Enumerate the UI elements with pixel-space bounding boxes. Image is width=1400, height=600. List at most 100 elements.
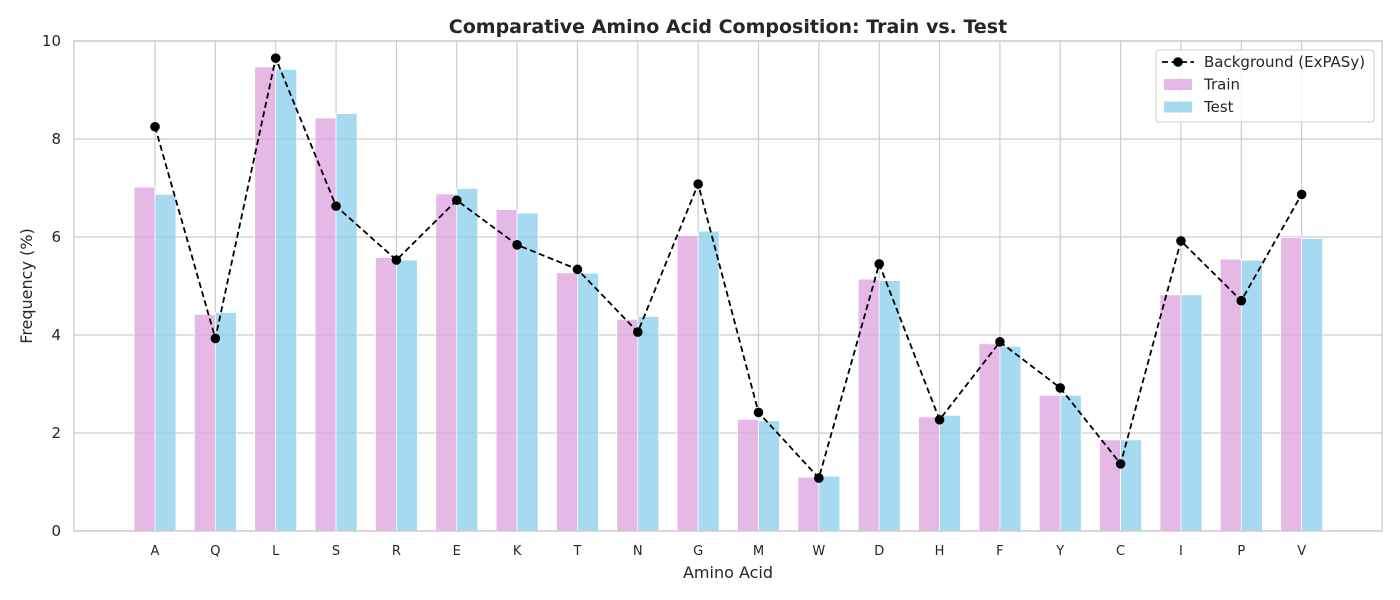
x-tick-label: A [151, 544, 160, 559]
background-point-Q [210, 333, 221, 344]
background-point-V [1296, 189, 1307, 200]
test-bar-G [697, 230, 720, 532]
background-point-I [1176, 236, 1186, 246]
background-line [154, 55, 1303, 480]
train-bar-K [495, 209, 518, 532]
test-bar-K [516, 212, 539, 532]
test-bar-V [1301, 238, 1324, 532]
x-tick-label: E [453, 544, 461, 559]
background-point-P [1236, 295, 1247, 306]
test-bar-H [939, 414, 961, 532]
legend-box [1155, 49, 1375, 123]
x-tick-label: L [272, 544, 280, 559]
plot-border [73, 40, 1383, 532]
y-tick-label: 6 [51, 228, 61, 246]
train-bar-G [676, 235, 699, 532]
x-tick-label: Y [1055, 544, 1064, 559]
legend-label: Background (ExPASy) [1204, 53, 1365, 71]
x-tick-label: Q [210, 544, 220, 559]
tick-labels: 0 2 4 6 8 10 A Q L S R E K T N G M W D H F Y C I P V [42, 32, 1306, 559]
x-tick-label: R [392, 544, 401, 559]
test-bar-T [577, 272, 599, 532]
x-tick-label: G [693, 544, 703, 559]
test-bar-A [154, 193, 177, 532]
background-point-T [572, 264, 583, 275]
background-point-W [814, 473, 824, 483]
background-point-A [150, 121, 160, 132]
train-bar-N [616, 318, 639, 532]
y-tick-label: 10 [42, 32, 61, 50]
test-bar-N [637, 315, 660, 532]
train-bar-M [737, 418, 759, 532]
legend: Background (ExPASy) Train Test [1155, 49, 1375, 123]
train-bar-Y [1038, 394, 1061, 532]
x-tick-label: W [812, 544, 825, 559]
background-point-H [934, 414, 945, 425]
train-bar-A [133, 186, 156, 532]
train-bar-D [857, 278, 880, 532]
x-tick-label: M [753, 544, 764, 559]
train-bar-V [1280, 237, 1303, 532]
x-tick-label: P [1237, 544, 1245, 559]
background-point-G [693, 179, 703, 189]
background-point-C [1115, 459, 1126, 469]
legend-swatch-train [1164, 79, 1192, 90]
bars-layer [133, 66, 1324, 532]
x-tick-label: K [513, 544, 522, 559]
background-point-L [270, 53, 281, 63]
background-point-R [391, 255, 402, 265]
train-bar-F [978, 343, 1001, 532]
background-point-S [331, 201, 341, 211]
test-bar-F [999, 345, 1022, 532]
chart-title: Comparative Amino Acid Composition: Trai… [449, 16, 1007, 38]
y-tick-label: 8 [51, 130, 61, 148]
train-bar-W [797, 476, 820, 532]
train-bar-I [1159, 294, 1182, 532]
background-line-layer [150, 53, 1307, 483]
test-bar-E [456, 188, 479, 532]
x-tick-label: D [874, 544, 884, 559]
background-point-E [451, 195, 462, 206]
background-point-K [512, 240, 522, 250]
legend-label: Train [1203, 76, 1240, 94]
x-tick-label: H [935, 544, 945, 559]
background-point-Y [1055, 383, 1066, 393]
train-bar-H [918, 416, 940, 532]
x-tick-label: N [633, 544, 643, 559]
x-tick-label: C [1116, 544, 1125, 559]
x-tick-label: T [572, 544, 581, 559]
train-bar-C [1099, 439, 1121, 532]
plot-frame [73, 40, 1383, 532]
y-tick-label: 4 [51, 326, 61, 344]
test-bar-S [335, 113, 358, 532]
background-point-M [753, 407, 764, 418]
test-bar-L [275, 69, 298, 532]
x-tick-label: F [996, 544, 1003, 559]
y-tick-label: 0 [51, 522, 61, 540]
legend-swatch-test [1164, 101, 1192, 113]
test-bar-W [818, 475, 841, 532]
test-bar-D [878, 280, 901, 532]
test-bar-Q [214, 312, 237, 532]
test-bar-I [1180, 294, 1203, 532]
x-axis-label: Amino Acid [683, 563, 773, 582]
x-tick-label: V [1297, 544, 1306, 559]
x-tick-label: S [332, 544, 340, 559]
background-point-F [995, 337, 1005, 347]
train-bar-T [556, 272, 578, 532]
background-point-N [633, 327, 643, 337]
train-bar-L [254, 66, 277, 532]
x-tick-label: I [1179, 544, 1183, 559]
test-bar-Y [1059, 394, 1082, 532]
y-axis-label: Frequency (%) [17, 228, 36, 343]
legend-label: Test [1203, 98, 1234, 116]
test-bar-R [395, 259, 418, 532]
train-bar-R [374, 257, 397, 532]
train-bar-Q [193, 314, 216, 532]
train-bar-E [435, 193, 458, 532]
background-point-D [874, 259, 884, 269]
y-tick-label: 2 [51, 424, 61, 442]
legend-marker [1173, 57, 1183, 67]
